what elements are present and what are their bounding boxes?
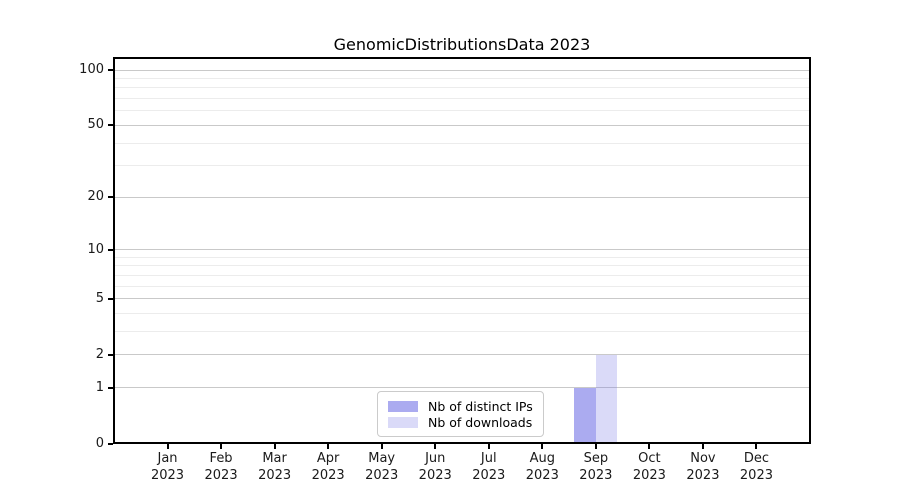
- x-tick-mark: [487, 444, 490, 449]
- major-gridline: [115, 69, 809, 71]
- minor-gridline: [115, 165, 809, 167]
- y-tick-mark: [108, 443, 113, 445]
- minor-gridline: [115, 265, 809, 267]
- bar-sep-nb-of-downloads: [595, 354, 618, 442]
- x-tick-mark: [648, 444, 651, 449]
- legend-label: Nb of downloads: [428, 414, 533, 430]
- x-tick-label: Dec 2023: [739, 451, 773, 483]
- y-tick-mark: [108, 69, 113, 72]
- y-tick-mark: [108, 353, 113, 356]
- minor-gridline: [115, 110, 809, 112]
- minor-gridline: [115, 285, 809, 287]
- minor-gridline: [115, 275, 809, 277]
- major-gridline: [115, 298, 809, 300]
- chart-title: GenomicDistributionsData 2023: [333, 35, 591, 54]
- major-gridline: [115, 196, 809, 198]
- minor-gridline: [115, 331, 809, 333]
- y-tick-mark: [108, 196, 113, 199]
- y-tick-label: 5: [95, 290, 104, 306]
- legend: Nb of distinct IPs Nb of downloads: [377, 391, 544, 437]
- minor-gridline: [115, 87, 809, 89]
- legend-item: Nb of distinct IPs: [386, 398, 535, 414]
- major-gridline: [115, 387, 809, 389]
- y-tick-mark: [108, 124, 113, 127]
- legend-item: Nb of downloads: [386, 414, 535, 430]
- y-tick-mark: [108, 386, 113, 389]
- x-tick-label: Nov 2023: [686, 451, 720, 483]
- x-tick-mark: [701, 444, 704, 449]
- bar-sep-nb-of-distinct-ips: [574, 387, 596, 442]
- x-tick-label: Mar 2023: [258, 451, 292, 483]
- x-tick-mark: [594, 444, 597, 449]
- major-gridline: [115, 354, 809, 356]
- y-tick-mark: [108, 248, 113, 251]
- minor-gridline: [115, 313, 809, 315]
- y-tick-label: 100: [79, 62, 104, 78]
- x-tick-mark: [220, 444, 223, 449]
- x-tick-mark: [380, 444, 383, 449]
- y-tick-label: 1: [95, 379, 104, 395]
- x-tick-label: Jan 2023: [150, 451, 185, 483]
- x-tick-label: Sep 2023: [579, 451, 613, 483]
- y-tick-label: 2: [95, 346, 104, 362]
- x-tick-mark: [273, 444, 276, 449]
- x-tick-mark: [541, 444, 544, 449]
- x-tick-label: Jun 2023: [418, 451, 452, 483]
- y-tick-label: 20: [87, 189, 104, 205]
- x-tick-label: May 2023: [365, 451, 399, 483]
- legend-swatch: [388, 416, 418, 428]
- minor-gridline: [115, 142, 809, 144]
- legend-swatch: [388, 400, 418, 412]
- minor-gridline: [115, 98, 809, 100]
- y-tick-mark: [108, 297, 113, 300]
- x-tick-label: Apr 2023: [311, 451, 345, 483]
- x-tick-mark: [166, 444, 169, 449]
- x-tick-mark: [327, 444, 330, 449]
- x-tick-mark: [434, 444, 437, 449]
- x-tick-label: Jul 2023: [472, 451, 506, 483]
- minor-gridline: [115, 256, 809, 258]
- x-tick-label: Feb 2023: [204, 451, 238, 483]
- x-tick-label: Oct 2023: [632, 451, 666, 483]
- y-tick-label: 0: [95, 436, 104, 451]
- x-tick-mark: [755, 444, 758, 449]
- x-tick-label: Aug 2023: [525, 451, 559, 483]
- major-gridline: [115, 124, 809, 126]
- minor-gridline: [115, 78, 809, 80]
- y-tick-label: 10: [87, 241, 104, 257]
- legend-label: Nb of distinct IPs: [428, 398, 533, 414]
- major-gridline: [115, 249, 809, 251]
- y-tick-label: 50: [87, 117, 104, 133]
